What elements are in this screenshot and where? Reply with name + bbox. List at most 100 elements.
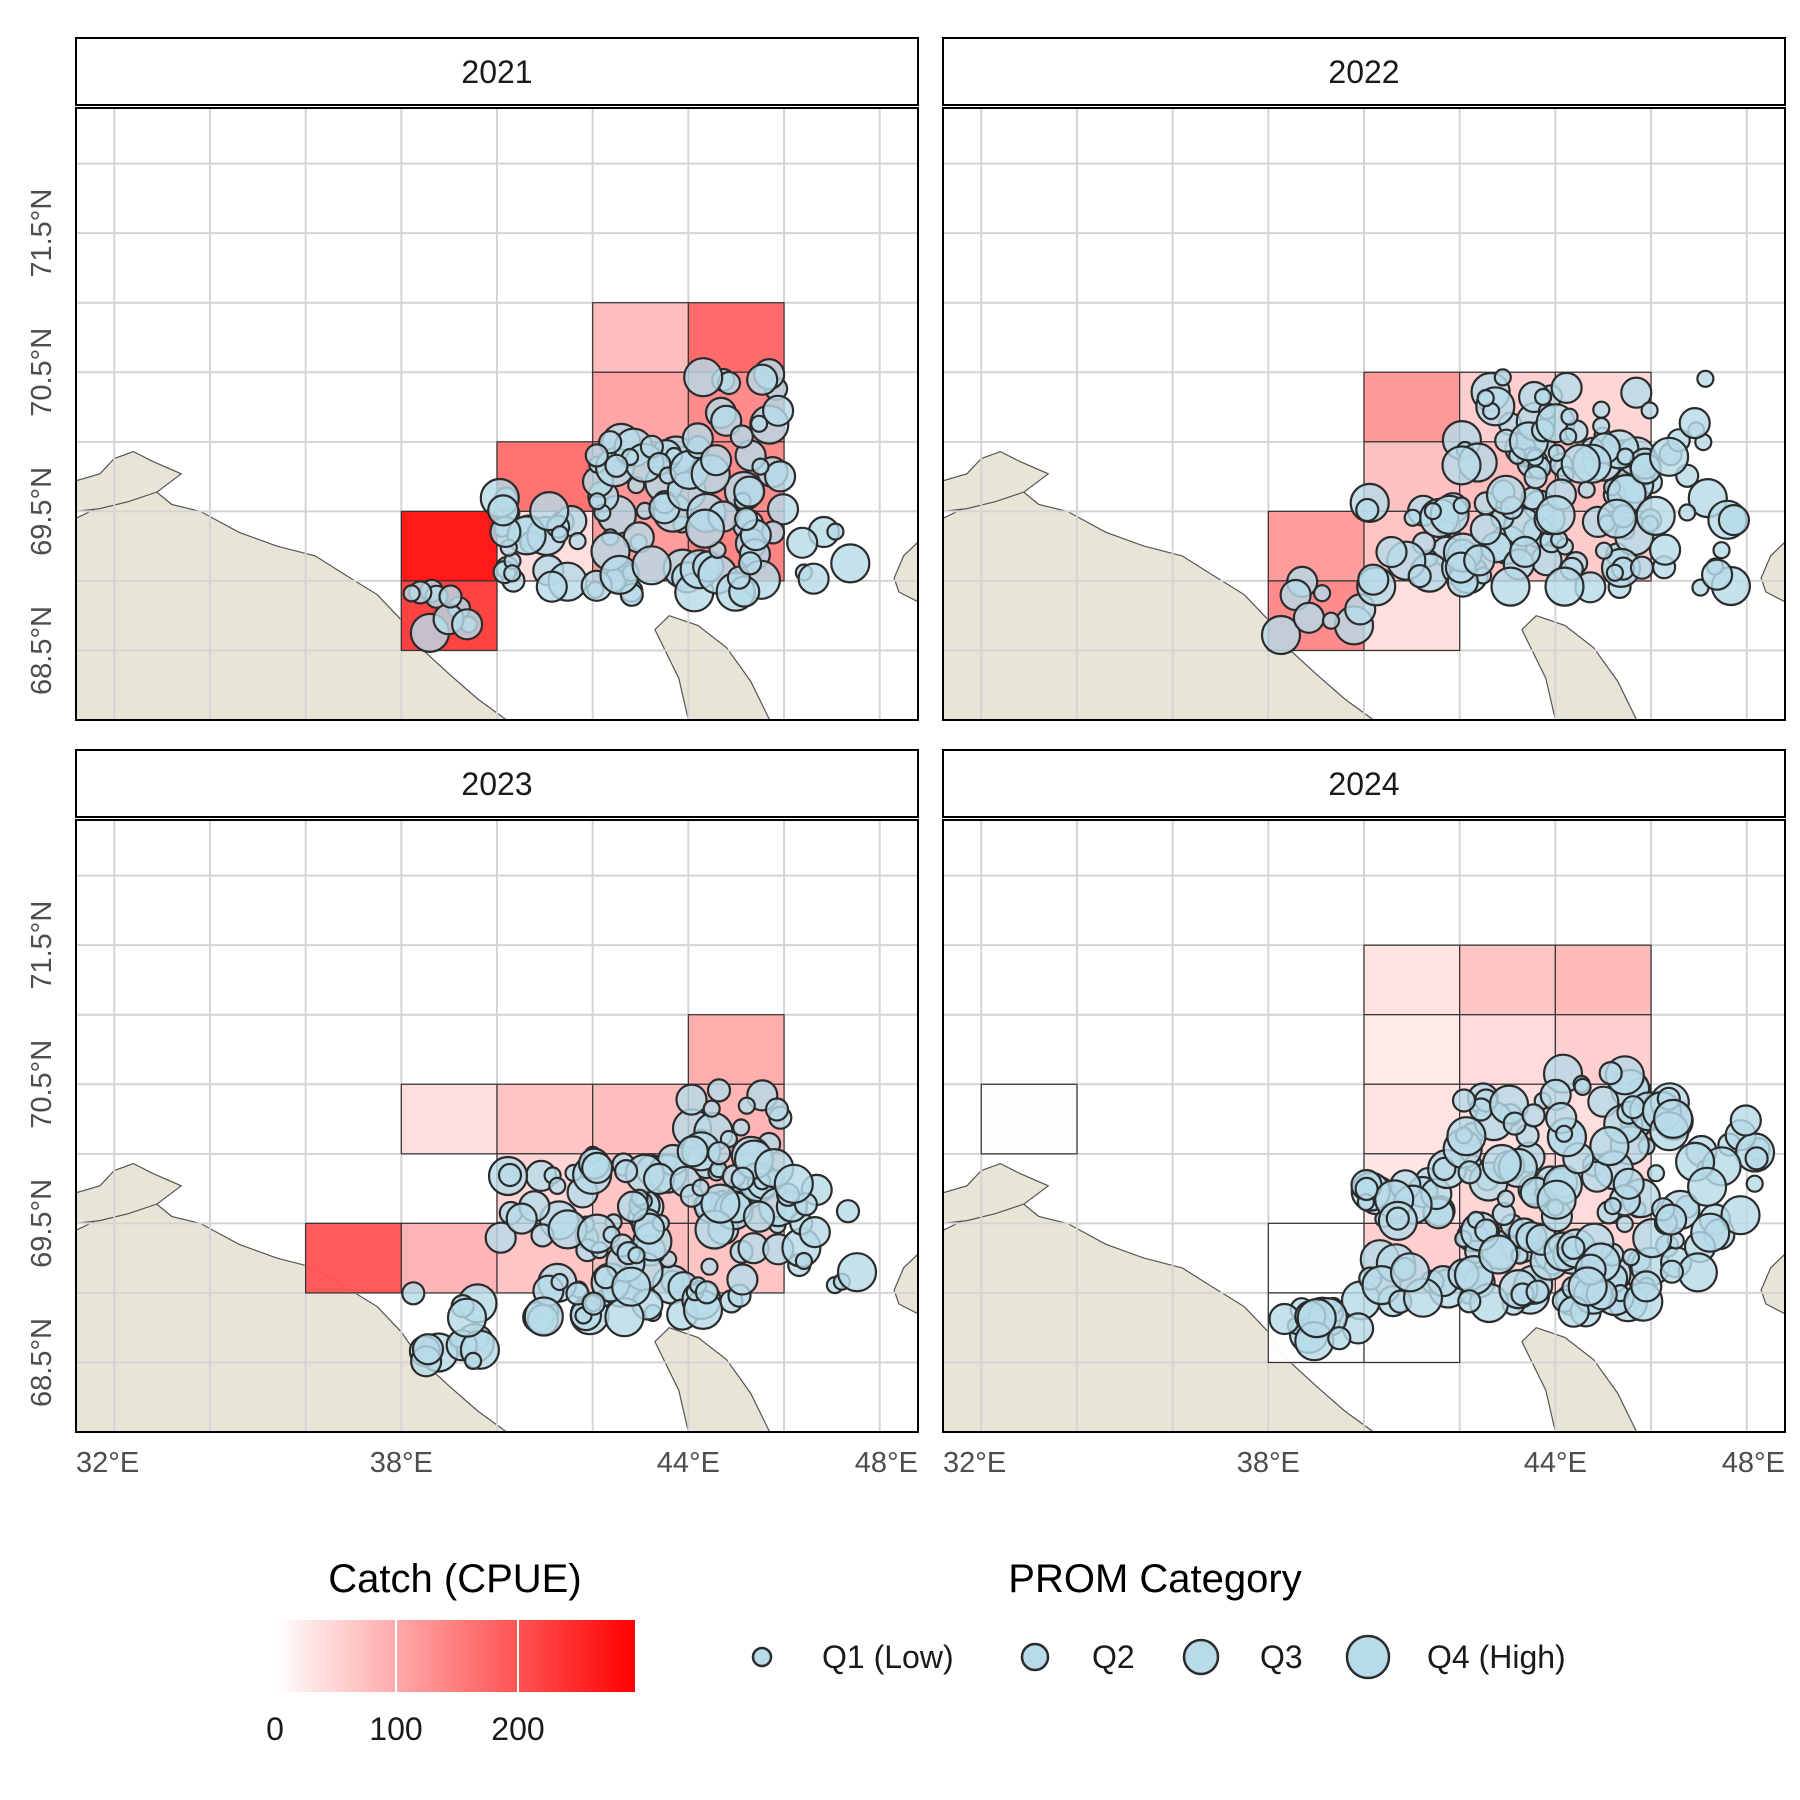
prom-point: [529, 491, 570, 532]
prom-point: [699, 444, 733, 477]
prom-point: [1596, 498, 1638, 539]
prom-point: [676, 1135, 709, 1168]
prom-point: [1577, 480, 1596, 499]
prom-key-q4: [1345, 1634, 1391, 1680]
prom-point: [1603, 1196, 1622, 1216]
prom-point: [487, 494, 520, 527]
prom-point: [731, 1118, 751, 1137]
colorbar-label-100: 100: [369, 1711, 422, 1747]
prom-point: [584, 443, 609, 468]
prom-point: [1700, 558, 1734, 591]
x-tick-label: 32°E: [943, 1447, 1006, 1479]
prom-point: [733, 506, 759, 532]
prom-point: [1567, 1266, 1608, 1307]
prom-point: [700, 1183, 741, 1224]
prom-point: [401, 1281, 426, 1306]
prom-point: [1712, 541, 1731, 560]
cpue-cell: [1363, 1014, 1461, 1085]
prom-point: [1621, 1095, 1646, 1120]
prom-point: [550, 525, 570, 544]
x-tick-label: 44°E: [657, 1447, 720, 1479]
map-area: [76, 108, 918, 720]
y-tick-label: 70.5°N: [26, 328, 58, 417]
catch-colorbar: [275, 1620, 635, 1692]
prom-point: [1536, 1179, 1577, 1220]
prom-point: [1441, 445, 1482, 486]
panel-2024: 2024 32°E 38°E 44°E 48°E: [942, 749, 1786, 1479]
prom-point: [751, 457, 770, 476]
prom-point: [826, 522, 845, 541]
prom-point: [632, 1212, 666, 1245]
panel-2021: 2021 68.5°N 69.5°N 70.5°N 71.5°N: [26, 37, 919, 721]
prom-point: [1640, 401, 1659, 420]
prom-point: [581, 1151, 614, 1185]
prom-point: [1744, 1146, 1769, 1171]
x-tick-label: 38°E: [370, 1447, 433, 1479]
prom-point: [451, 608, 484, 641]
prom-point: [1717, 503, 1751, 537]
x-tick-label: 38°E: [1237, 1447, 1300, 1479]
facet-title: 2022: [1328, 54, 1399, 90]
prom-point: [1355, 497, 1380, 523]
prom-point: [749, 414, 769, 433]
colorbar-label-200: 200: [491, 1711, 544, 1747]
prom-point: [1533, 387, 1553, 407]
prom-point: [1451, 1088, 1477, 1113]
cpue-cell: [592, 302, 689, 373]
prom-key-q3: [1182, 1638, 1220, 1676]
prom-point: [691, 1178, 710, 1197]
prom-point: [1592, 400, 1611, 419]
prom-point: [737, 551, 763, 576]
prom-point: [484, 1221, 517, 1254]
prom-point: [1490, 566, 1531, 607]
prom-point: [1612, 1167, 1645, 1200]
prom-point: [1598, 1060, 1623, 1086]
prom-point: [1446, 1116, 1487, 1157]
prom-point: [1481, 1143, 1522, 1185]
cpue-cell: [1267, 1222, 1365, 1294]
prom-point: [1678, 407, 1711, 440]
prom-point: [1589, 1125, 1630, 1167]
land-1: [76, 450, 183, 513]
prom-point: [581, 1291, 606, 1316]
prom-point: [613, 1158, 639, 1184]
facet-strip: [942, 37, 1786, 106]
land-0: [76, 480, 508, 720]
prom-point: [1686, 1166, 1728, 1207]
prom-point: [1321, 611, 1341, 630]
prom-point: [1635, 495, 1676, 537]
prom-point: [627, 1246, 646, 1265]
prom-point: [1423, 502, 1443, 521]
prom-point: [497, 1162, 523, 1188]
map-area: [943, 820, 1785, 1432]
cpue-cell: [1363, 944, 1461, 1016]
land-0: [943, 1192, 1375, 1432]
prom-point: [1550, 371, 1583, 404]
prom-point: [1523, 465, 1548, 490]
prom-point: [766, 493, 800, 526]
prom-point: [1745, 1174, 1764, 1193]
prom-key-q2: [1020, 1642, 1050, 1672]
panel-border: [942, 107, 1786, 721]
prom-point: [763, 460, 797, 493]
prom-point: [1296, 1297, 1337, 1339]
prom-point: [1652, 1098, 1694, 1140]
prom-point: [786, 526, 819, 559]
prom-point: [1452, 496, 1471, 515]
panel-border: [75, 107, 919, 721]
map-area: [943, 108, 1785, 720]
facet-title: 2023: [461, 766, 532, 802]
prom-point: [1357, 563, 1390, 596]
prom-point: [1646, 1164, 1666, 1183]
prom-point: [1521, 1103, 1546, 1128]
prom-point: [1457, 1160, 1482, 1185]
cpue-cell: [400, 1222, 498, 1294]
prom-point: [726, 1263, 759, 1296]
prom-point: [773, 1163, 814, 1204]
x-tick-label: 44°E: [1524, 1447, 1587, 1479]
prom-legend: PROM Category Q1 (Low) Q2 Q3 Q4 (High): [751, 1557, 1566, 1680]
x-tick-label: 48°E: [1722, 1447, 1785, 1479]
prom-point: [1592, 416, 1611, 436]
panel-2023: 2023 32°E 38°E 44°E 48°E 68.5°N 69.5°N 70.5°N 71…: [26, 749, 919, 1479]
